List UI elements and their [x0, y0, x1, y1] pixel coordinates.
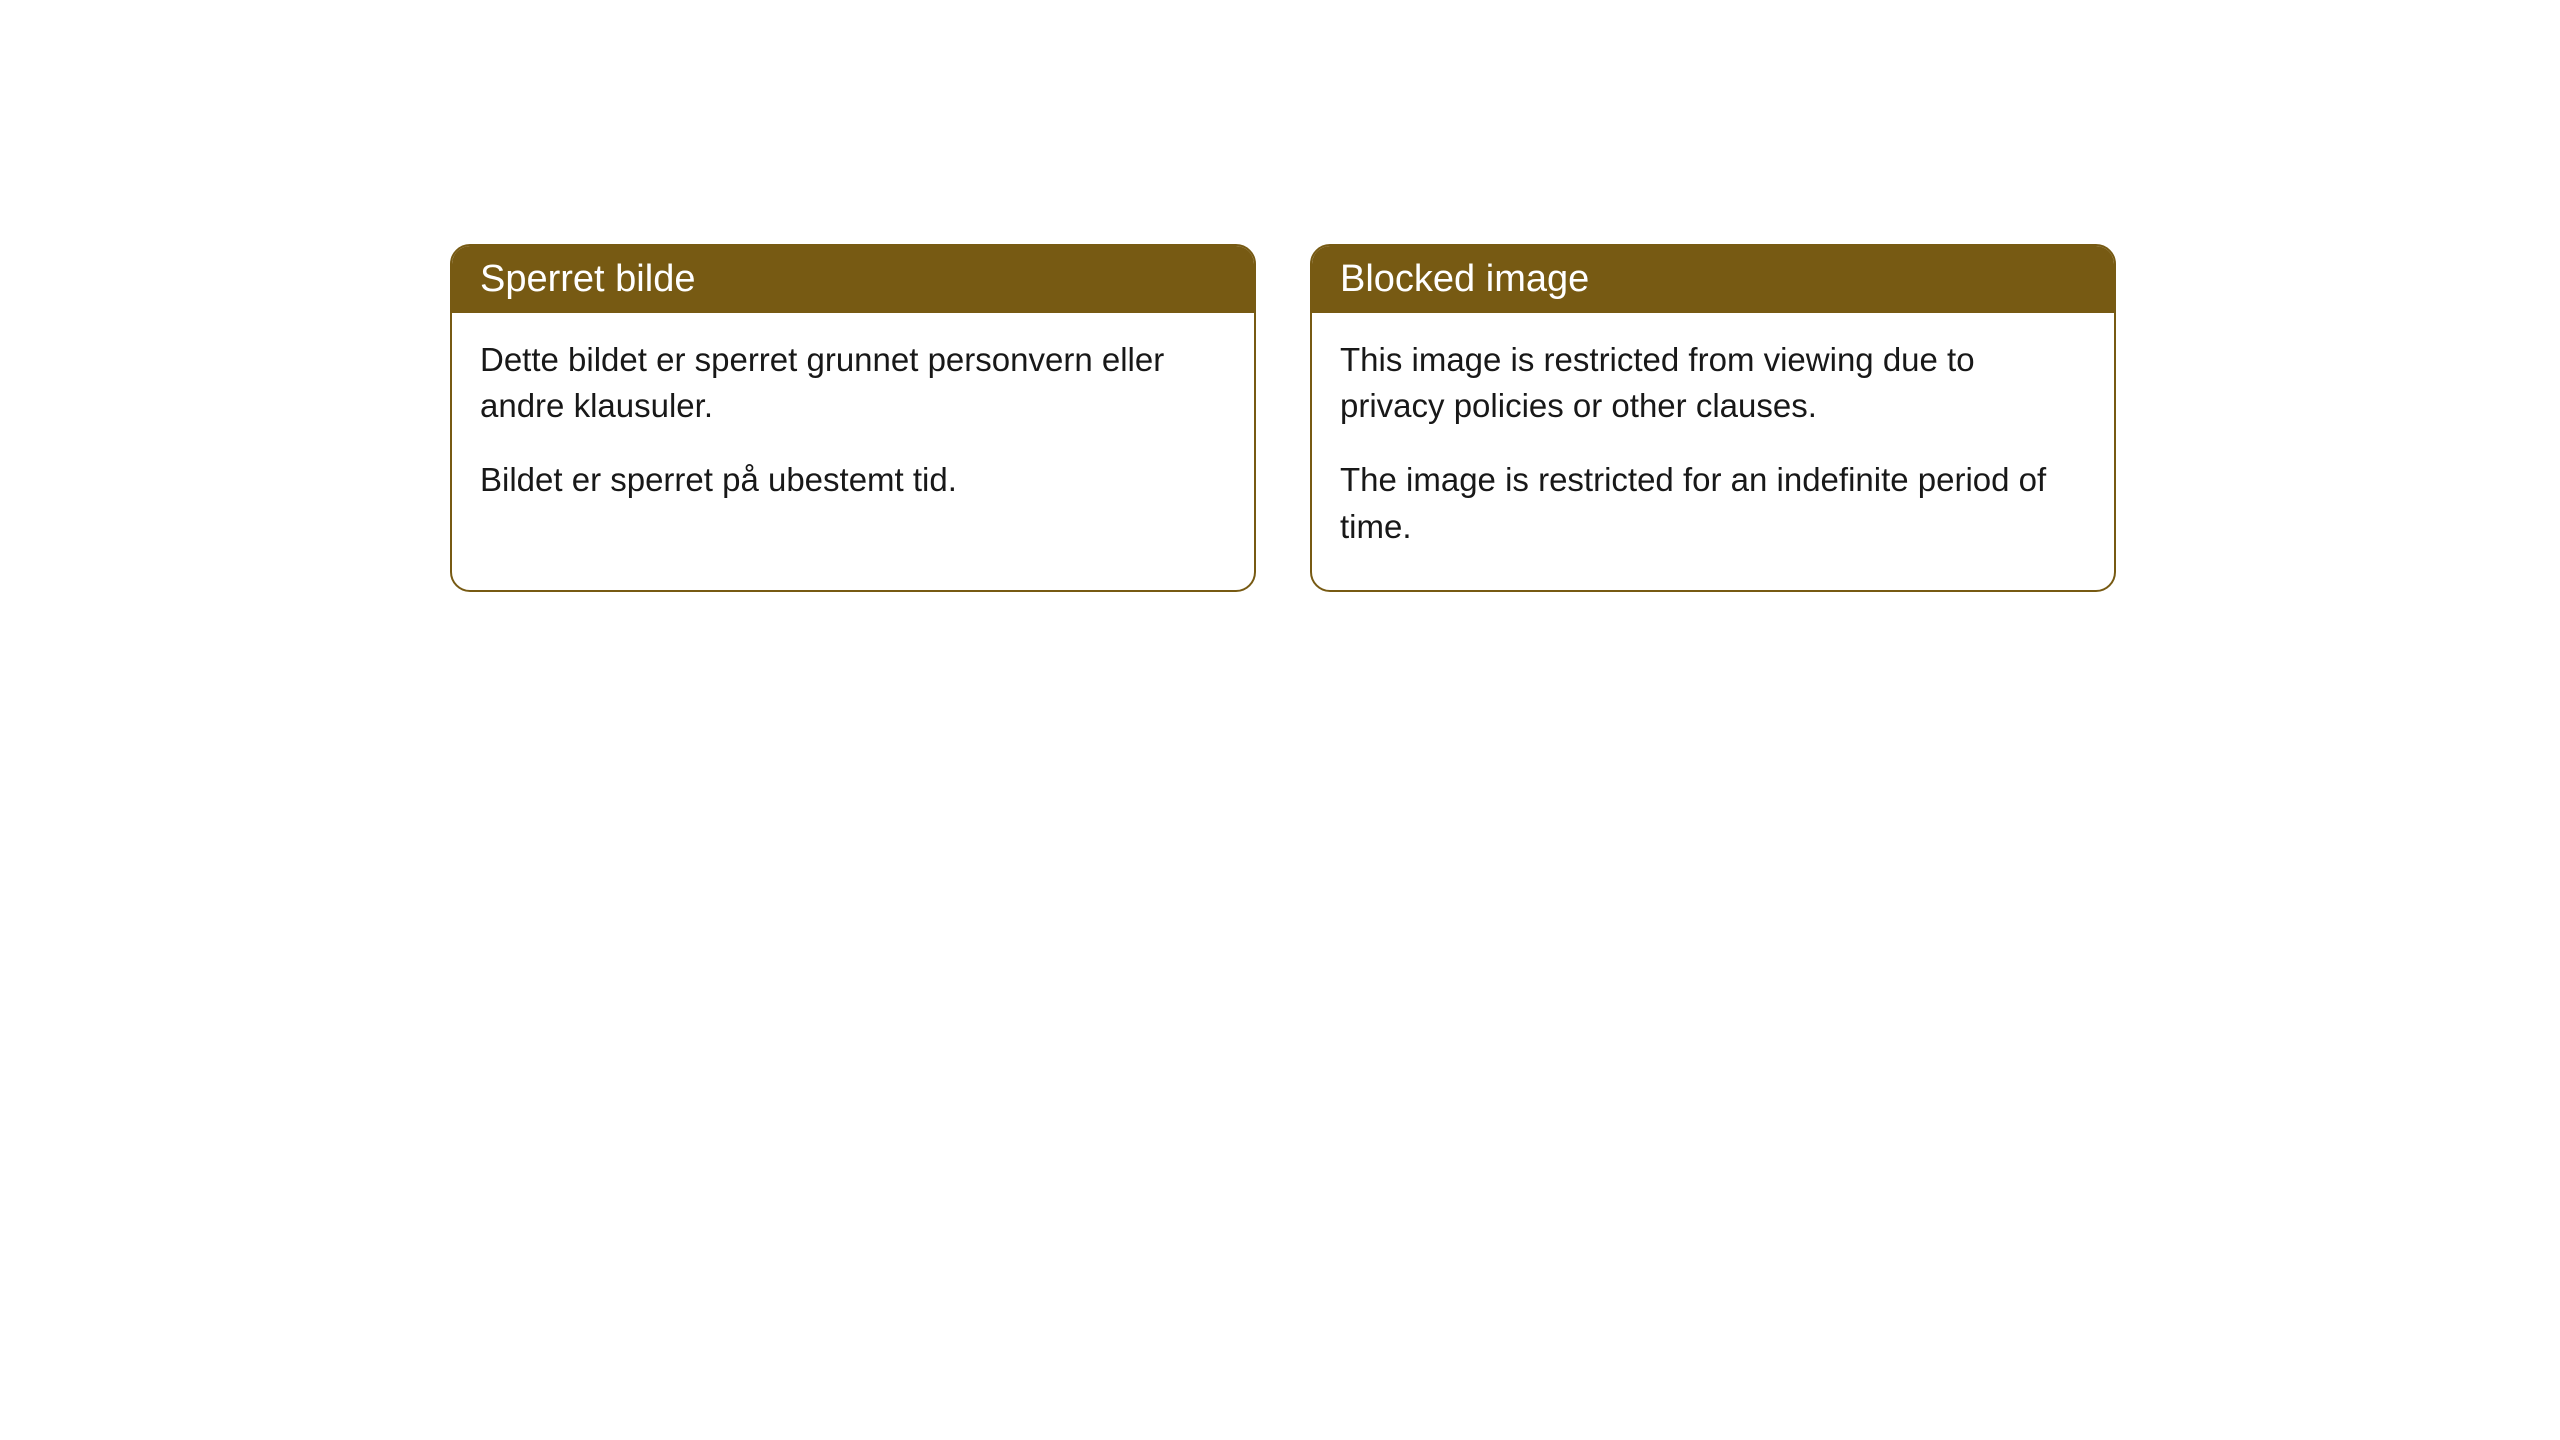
- card-title: Blocked image: [1340, 258, 1589, 300]
- card-header-norwegian: Sperret bilde: [452, 246, 1254, 313]
- card-body-english: This image is restricted from viewing du…: [1312, 313, 2114, 590]
- card-header-english: Blocked image: [1312, 246, 2114, 313]
- notice-card-norwegian: Sperret bilde Dette bildet er sperret gr…: [450, 244, 1256, 592]
- card-paragraph: Bildet er sperret på ubestemt tid.: [480, 457, 1226, 503]
- card-paragraph: This image is restricted from viewing du…: [1340, 337, 2086, 429]
- card-paragraph: The image is restricted for an indefinit…: [1340, 457, 2086, 549]
- card-body-norwegian: Dette bildet er sperret grunnet personve…: [452, 313, 1254, 544]
- notice-card-english: Blocked image This image is restricted f…: [1310, 244, 2116, 592]
- notice-cards-container: Sperret bilde Dette bildet er sperret gr…: [450, 244, 2116, 592]
- card-title: Sperret bilde: [480, 258, 695, 300]
- card-paragraph: Dette bildet er sperret grunnet personve…: [480, 337, 1226, 429]
